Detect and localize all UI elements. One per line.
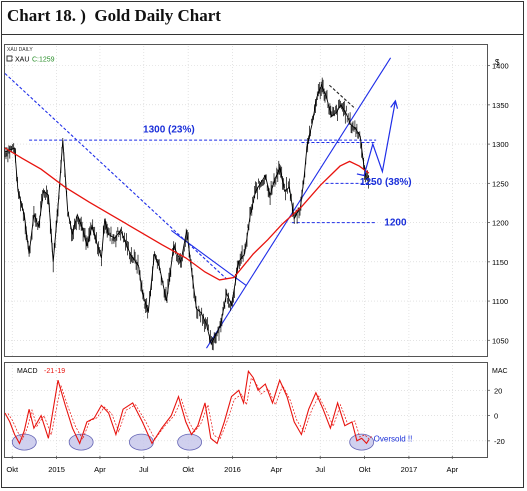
macd-line <box>4 369 370 445</box>
oversold-zone-marker <box>177 433 203 451</box>
dashed-trend-line <box>4 73 228 280</box>
price-annotations: 1300 (23%) 1250 (38%) 1200 <box>143 124 412 228</box>
macd-tick-label: -20 <box>494 437 505 446</box>
x-axis: Okt 2015 Apr Jul Okt 2016 Apr Jul Okt 2017 Apr <box>6 456 459 474</box>
price-tick-label: 1100 <box>492 297 508 306</box>
forecast-line <box>356 100 396 177</box>
gold-chart-svg: XAU DAILY XAU C:1259 $ 14001350130012501… <box>4 44 509 474</box>
macd-signal-line <box>7 377 373 441</box>
macd-axis-unit: MAC <box>492 368 508 375</box>
oversold-zone-marker <box>349 433 375 451</box>
price-tick-label: 1150 <box>492 258 508 267</box>
symbol-tag: XAU DAILY <box>7 47 33 53</box>
forecast-arrowhead <box>390 99 399 109</box>
oversold-zone-marker <box>11 433 37 451</box>
macd-tick-label: 0 <box>494 412 498 421</box>
x-tick-label: Jul <box>315 465 325 474</box>
price-tick-label: 1300 <box>492 140 509 149</box>
level-annotation-label: 1250 (38%) <box>360 177 412 188</box>
legend-symbol: XAU <box>15 57 29 64</box>
macd-legend-label: MACD <box>17 368 38 375</box>
price-tick-label: 1050 <box>492 336 509 345</box>
x-tick-label: 2015 <box>48 465 65 474</box>
macd-legend-value-1: -21 <box>44 368 54 375</box>
macd-annotations: Oversold !! <box>374 434 413 443</box>
macd-series <box>4 369 373 445</box>
price-level-lines <box>29 139 377 224</box>
oversold-zone-marker <box>68 433 94 451</box>
legend-close: C:1259 <box>32 57 55 64</box>
price-tick-label: 1350 <box>492 101 509 110</box>
price-axis-ticks: 1400 1350 1300 1250 1200 1150 1100 1050 <box>487 62 509 345</box>
x-tick-label: Apr <box>94 465 106 474</box>
macd-tick-label: 20 <box>494 386 502 395</box>
dashed-trend-line <box>329 84 356 110</box>
oversold-zone-marker <box>129 433 154 451</box>
price-tick-label: 1250 <box>492 179 509 188</box>
x-tick-label: Apr <box>271 465 283 474</box>
title-divider <box>1 34 524 35</box>
price-panel-frame <box>4 44 488 357</box>
chart-area: XAU DAILY XAU C:1259 $ 1400 1350 1300 1250 1… <box>4 44 516 481</box>
price-tick-label: 1400 <box>492 62 509 71</box>
oversold-zones <box>11 433 375 451</box>
trend-lines <box>4 57 392 349</box>
price-grid <box>5 46 487 356</box>
solid-trend-line <box>206 57 392 349</box>
x-tick-label: 2017 <box>401 465 418 474</box>
x-tick-label: Okt <box>6 465 19 474</box>
level-annotation-label: 1300 (23%) <box>143 124 195 135</box>
price-series <box>4 77 370 351</box>
x-tick-label: Okt <box>182 465 195 474</box>
x-tick-label: Apr <box>446 465 458 474</box>
macd-legend-value-2: -19 <box>55 368 65 375</box>
price-axis-unit: $ <box>495 58 500 67</box>
x-tick-label: 2016 <box>224 465 241 474</box>
price-tick-label: 1200 <box>492 219 509 228</box>
price-line <box>4 84 370 346</box>
solid-trend-line <box>170 229 247 286</box>
oversold-label: Oversold !! <box>374 434 413 443</box>
x-tick-label: Okt <box>359 465 372 474</box>
forecast-path <box>356 99 399 177</box>
page-title: Chart 18. ) Gold Daily Chart <box>7 6 221 25</box>
x-tick-label: Jul <box>139 465 149 474</box>
macd-axis-ticks: 20 0 -20 <box>487 386 505 446</box>
level-annotation-label: 1200 <box>384 218 407 229</box>
moving-average-line <box>4 147 370 281</box>
